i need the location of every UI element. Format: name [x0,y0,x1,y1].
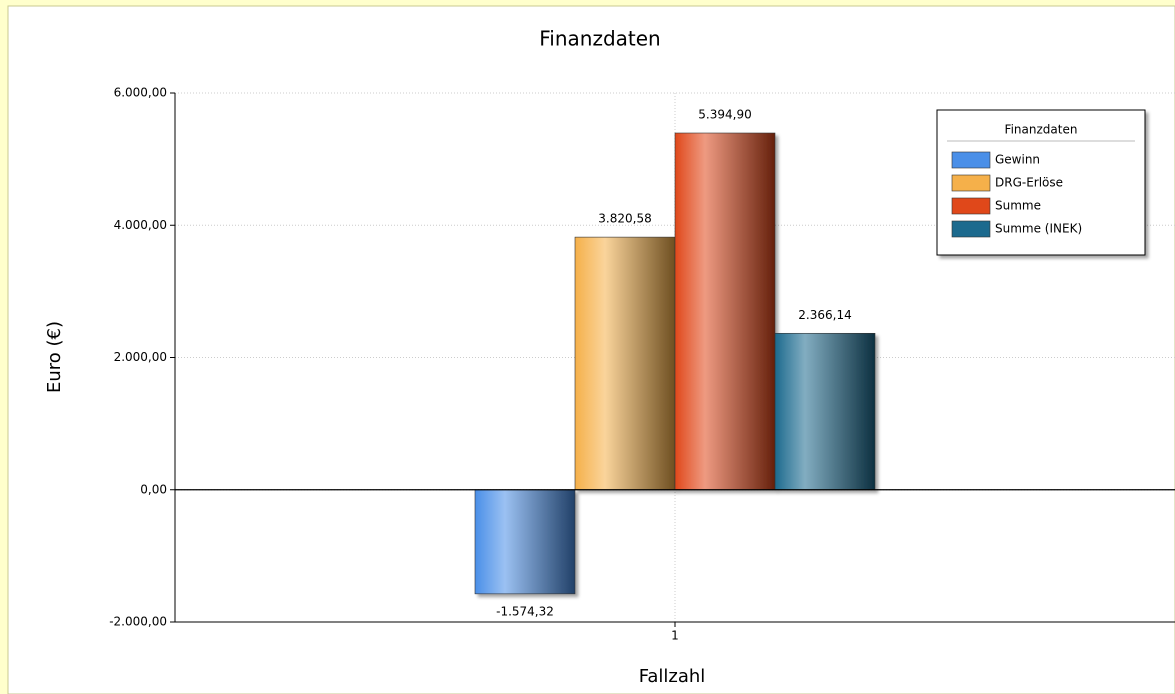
bar [674,132,776,491]
legend-label: Gewinn [995,153,1040,167]
x-axis-title: Fallzahl [639,666,706,687]
y-tick-label: 6.000,00 [114,86,167,100]
bar [774,332,876,491]
y-tick-label: -2.000,00 [109,615,167,629]
legend-swatch [951,220,991,238]
data-label: -1.574,32 [496,604,554,618]
y-axis-title: Euro (€) [44,321,65,393]
data-label: 2.366,14 [798,308,851,322]
y-tick-label: 0,00 [140,482,167,496]
x-tick-label: 1 [671,629,679,643]
legend-label: Summe [995,199,1041,213]
y-tick-label: 4.000,00 [114,218,167,232]
bar [474,489,576,595]
legend-swatch [951,151,991,169]
bar [574,236,676,491]
legend-label: Summe (INEK) [995,222,1082,236]
legend-title: Finanzdaten [1005,123,1078,137]
legend-label: DRG-Erlöse [995,176,1063,190]
legend-swatch [951,197,991,215]
data-label: 3.820,58 [598,212,651,226]
y-tick-label: 2.000,00 [114,350,167,364]
legend-swatch [951,174,991,192]
data-label: 5.394,90 [698,108,751,122]
chart-title: Finanzdaten [539,27,660,51]
